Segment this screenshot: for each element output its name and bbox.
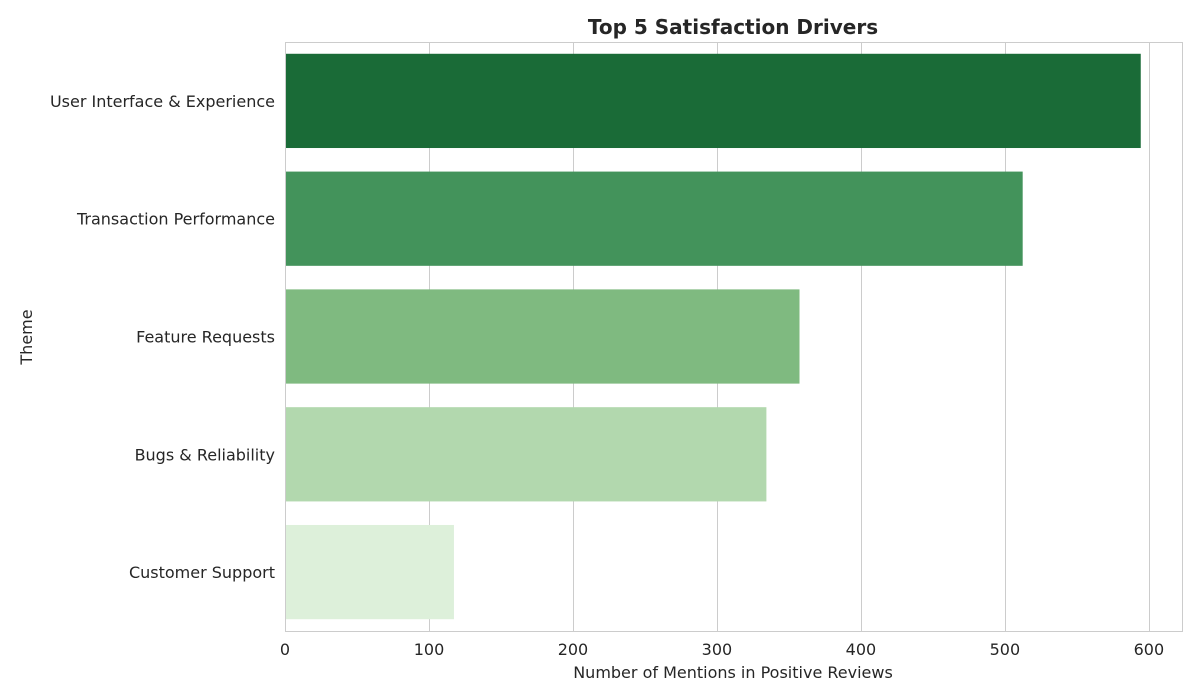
bar-1 bbox=[285, 53, 1141, 149]
x-tick-label: 500 bbox=[990, 640, 1021, 659]
y-tick-label: Transaction Performance bbox=[76, 210, 275, 229]
bar-3 bbox=[285, 289, 800, 384]
x-tick-label: 400 bbox=[846, 640, 877, 659]
y-tick-labels: User Interface & Experience Transaction P… bbox=[50, 92, 275, 582]
x-tick-label: 600 bbox=[1134, 640, 1165, 659]
y-tick-label: Feature Requests bbox=[136, 328, 275, 347]
y-tick-label: Bugs & Reliability bbox=[135, 445, 275, 464]
x-axis-label: Number of Mentions in Positive Reviews bbox=[573, 663, 893, 682]
x-tick-label: 0 bbox=[280, 640, 290, 659]
x-tick-label: 200 bbox=[558, 640, 589, 659]
y-axis-label: Theme bbox=[17, 309, 36, 365]
x-tick-labels: 0 100 200 300 400 500 600 bbox=[280, 640, 1164, 659]
bar-4 bbox=[285, 407, 767, 502]
x-tick-label: 300 bbox=[702, 640, 733, 659]
y-tick-label: Customer Support bbox=[129, 563, 275, 582]
plot-frame bbox=[285, 42, 1183, 632]
x-tick-label: 100 bbox=[414, 640, 445, 659]
bar-2 bbox=[285, 171, 1023, 266]
chart-title: Top 5 Satisfaction Drivers bbox=[588, 15, 878, 39]
y-tick-label: User Interface & Experience bbox=[50, 92, 275, 111]
bar-5 bbox=[285, 524, 454, 620]
bars bbox=[285, 53, 1141, 620]
